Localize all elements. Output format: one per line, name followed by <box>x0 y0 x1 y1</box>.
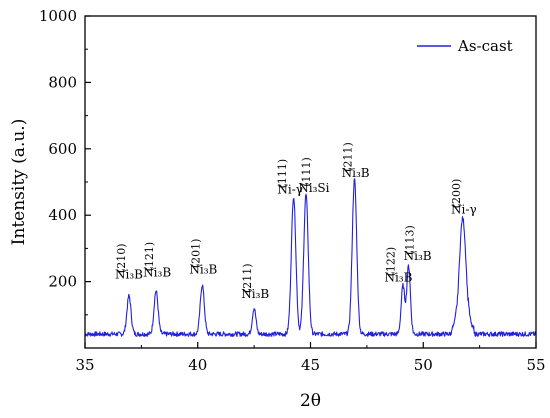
y-tick-label: 400 <box>48 206 77 224</box>
y-tick-label: 800 <box>48 73 77 91</box>
x-tick-label: 55 <box>526 356 545 374</box>
peak-hkl-label: (201) <box>189 239 202 269</box>
peak-phase-label: Ni₃B <box>404 249 432 263</box>
peak-phase-label: Ni₃B <box>342 166 370 180</box>
peak-hkl-label: (122) <box>384 247 397 277</box>
peak-hkl-label: (121) <box>143 242 156 272</box>
peak-phase-label: Ni₃B <box>384 271 412 285</box>
y-tick-label: 1000 <box>39 7 77 25</box>
x-tick-label: 35 <box>75 356 94 374</box>
x-tick-label: 45 <box>301 356 320 374</box>
peak-hkl-label: (211) <box>342 142 355 172</box>
x-tick-label: 50 <box>414 356 433 374</box>
x-tick-label: 40 <box>188 356 207 374</box>
peak-hkl-label: (111) <box>276 159 289 189</box>
legend-label-as-cast: As-cast <box>457 37 513 55</box>
y-tick-label: 600 <box>48 140 77 158</box>
peak-hkl-label: (111) <box>300 157 313 187</box>
legend: As-cast <box>417 37 513 55</box>
peak-phase-label: Ni-γ <box>277 183 303 197</box>
peak-hkl-label: (113) <box>404 225 417 255</box>
peak-phase-label: Ni₃B <box>143 266 171 280</box>
peak-phase-label: Ni-γ <box>451 203 477 217</box>
peak-phase-label: Ni₃B <box>241 287 269 301</box>
peak-hkl-label: (211) <box>241 263 254 293</box>
peak-phase-label: Ni₃Si <box>298 181 329 195</box>
peak-hkl-label: (200) <box>450 179 463 209</box>
peak-phase-label: Ni₃B <box>115 267 143 281</box>
y-axis-label: Intensity (a.u.) <box>9 119 29 246</box>
peak-labels: Ni₃B(210) Ni₃B(121) Ni₃B(201)Ni₃B(211)Ni-γ… <box>115 142 477 301</box>
peak-phase-label: Ni₃B <box>189 262 217 276</box>
plot-area <box>84 15 537 349</box>
series-layer <box>84 178 537 337</box>
axis-ticks: 35 40 45 50 55 200 400 600 800 1000 <box>39 7 546 374</box>
x-axis-label: 2θ <box>300 391 321 411</box>
y-tick-label: 200 <box>48 273 77 291</box>
peak-hkl-label: (210) <box>115 243 128 273</box>
series-line-as-cast <box>84 178 537 337</box>
